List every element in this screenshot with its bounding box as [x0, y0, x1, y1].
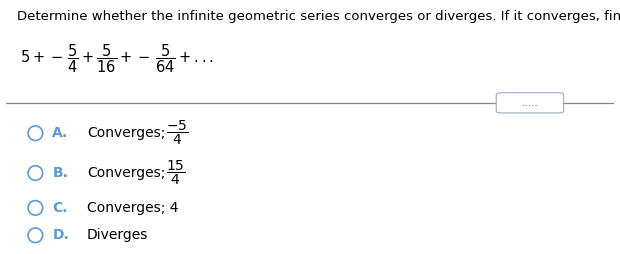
Text: C.: C. — [52, 201, 68, 215]
Text: B.: B. — [52, 166, 68, 180]
Text: $\dfrac{15}{4}$: $\dfrac{15}{4}$ — [166, 159, 185, 187]
Text: .....: ..... — [521, 98, 538, 108]
Text: Converges; 4: Converges; 4 — [87, 201, 179, 215]
Text: Converges;: Converges; — [87, 126, 166, 140]
Text: $5 + -\,\dfrac{5}{4} + \dfrac{5}{16} + -\,\dfrac{5}{64} + ...$: $5 + -\,\dfrac{5}{4} + \dfrac{5}{16} + -… — [20, 42, 213, 75]
Text: Determine whether the infinite geometric series converges or diverges. If it con: Determine whether the infinite geometric… — [17, 10, 620, 23]
Text: $\dfrac{-5}{4}$: $\dfrac{-5}{4}$ — [166, 119, 188, 147]
FancyBboxPatch shape — [496, 93, 564, 113]
Text: Converges;: Converges; — [87, 166, 166, 180]
Text: D.: D. — [52, 228, 69, 242]
Text: A.: A. — [52, 126, 69, 140]
Text: Diverges: Diverges — [87, 228, 148, 242]
